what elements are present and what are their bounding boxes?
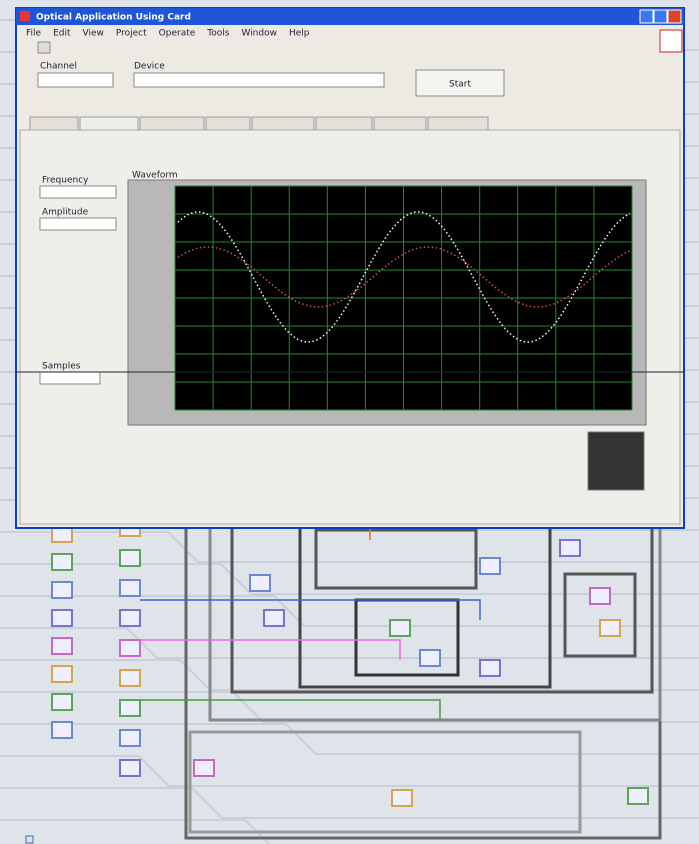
node xyxy=(628,788,648,804)
node xyxy=(52,610,72,626)
tab-bar xyxy=(30,117,488,130)
node xyxy=(52,722,72,738)
tab[interactable] xyxy=(374,117,426,130)
device-dropdown[interactable] xyxy=(134,73,384,87)
canvas: Optical Application Using Card File Edit V… xyxy=(0,0,699,844)
node xyxy=(120,580,140,596)
menu-item[interactable]: Project xyxy=(116,29,147,39)
node xyxy=(120,730,140,746)
menu-item[interactable]: View xyxy=(83,29,104,39)
tab[interactable] xyxy=(252,117,314,130)
start-button-label: Start xyxy=(449,80,471,90)
node xyxy=(600,620,620,636)
tab[interactable] xyxy=(206,117,250,130)
channel-dropdown[interactable] xyxy=(38,73,113,87)
vi-icon xyxy=(660,30,682,52)
minimize-button[interactable] xyxy=(640,10,653,23)
close-button[interactable] xyxy=(668,10,681,23)
node xyxy=(120,760,140,776)
node xyxy=(52,694,72,710)
node xyxy=(264,610,284,626)
tab[interactable] xyxy=(428,117,488,130)
menu-item[interactable]: Help xyxy=(289,29,310,39)
node xyxy=(250,575,270,591)
node xyxy=(52,666,72,682)
node xyxy=(480,660,500,676)
tab[interactable] xyxy=(140,117,204,130)
menu-bar: File Edit View Project Operate Tools Window Hel… xyxy=(26,29,310,39)
tab[interactable] xyxy=(80,117,138,130)
node xyxy=(52,554,72,570)
node xyxy=(390,620,410,636)
field-label: Samples xyxy=(42,362,81,372)
run-button[interactable] xyxy=(38,42,50,53)
node xyxy=(194,760,214,776)
tab[interactable] xyxy=(316,117,372,130)
node xyxy=(560,540,580,556)
node xyxy=(120,700,140,716)
graph-title: Waveform xyxy=(132,171,178,181)
tab[interactable] xyxy=(30,117,78,130)
node xyxy=(420,650,440,666)
node xyxy=(120,640,140,656)
menu-item[interactable]: Edit xyxy=(53,29,71,39)
node xyxy=(120,610,140,626)
screenshot: Optical Application Using Card File Edit V… xyxy=(0,0,699,844)
field-input[interactable] xyxy=(40,372,100,384)
node xyxy=(590,588,610,604)
menu-item[interactable]: Operate xyxy=(159,29,196,39)
plot-legend xyxy=(588,432,644,490)
menu-item[interactable]: Window xyxy=(241,29,277,39)
channel-label: Channel xyxy=(40,62,77,72)
node xyxy=(120,670,140,686)
node xyxy=(120,550,140,566)
window-title: Optical Application Using Card xyxy=(36,13,191,23)
app-icon xyxy=(20,11,30,21)
menu-item[interactable]: File xyxy=(26,29,42,39)
field-label: Frequency xyxy=(42,176,89,186)
menu-item[interactable]: Tools xyxy=(206,29,229,39)
maximize-button[interactable] xyxy=(654,10,667,23)
field-label: Amplitude xyxy=(42,208,89,218)
node xyxy=(52,582,72,598)
node xyxy=(480,558,500,574)
field-input[interactable] xyxy=(40,186,116,198)
field-input[interactable] xyxy=(40,218,116,230)
node xyxy=(392,790,412,806)
node xyxy=(52,638,72,654)
device-label: Device xyxy=(134,62,165,72)
